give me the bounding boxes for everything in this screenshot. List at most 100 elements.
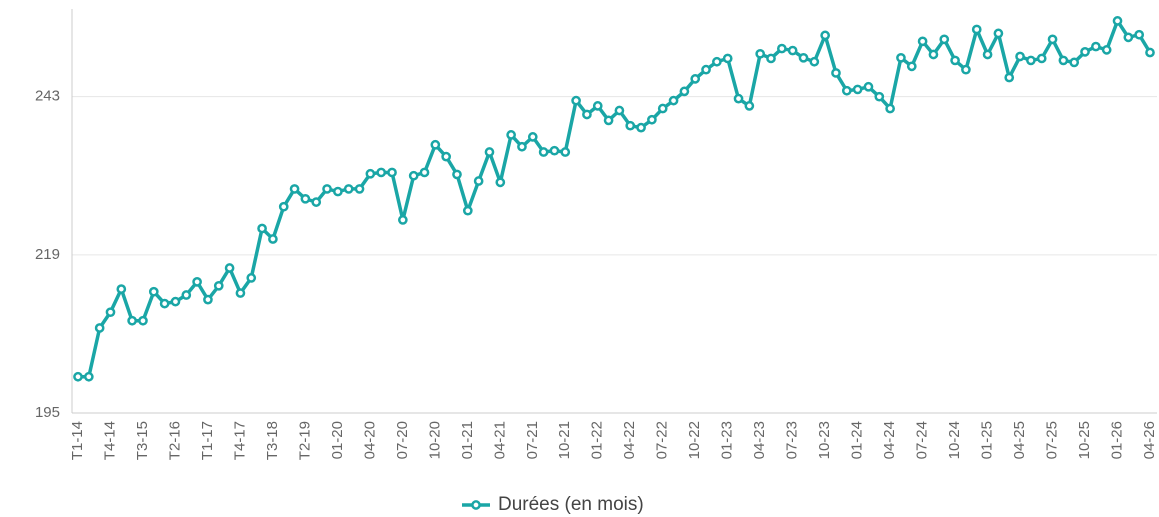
point [971, 24, 982, 35]
x-tick-label: T1-14 [69, 421, 86, 460]
point [939, 34, 950, 45]
point [517, 141, 527, 152]
point [744, 101, 755, 111]
point [148, 286, 159, 297]
x-tick-label: T2-16 [166, 421, 183, 460]
point [1091, 41, 1101, 52]
point [181, 290, 192, 300]
point [462, 205, 473, 216]
point [1058, 55, 1069, 66]
point [322, 184, 332, 194]
point [712, 56, 722, 67]
x-tick-label: 04-24 [881, 421, 898, 459]
point [722, 53, 733, 64]
x-tick-label: 01-22 [589, 421, 606, 459]
x-tick-label: 10-24 [946, 421, 963, 459]
point [376, 167, 387, 178]
point [192, 277, 202, 287]
point [235, 288, 246, 298]
x-tick-label: 04-21 [491, 421, 508, 459]
point [993, 28, 1004, 39]
point [1015, 51, 1025, 62]
point [614, 105, 625, 116]
point [419, 167, 430, 178]
point [1145, 47, 1155, 58]
x-tick-label: 04-20 [361, 421, 378, 459]
point [1134, 29, 1145, 40]
point [798, 52, 809, 63]
point [668, 95, 679, 106]
x-tick-label: T3-15 [134, 421, 151, 460]
point [982, 49, 993, 60]
y-tick-label: 219 [35, 246, 60, 263]
legend-label: Durées (en mois) [498, 494, 644, 515]
x-tick-label: 10-20 [426, 421, 443, 459]
point [625, 120, 636, 131]
point [116, 284, 127, 294]
point [809, 56, 820, 67]
point [484, 147, 495, 157]
x-tick-label: 07-21 [524, 421, 541, 459]
x-tick-label: T4-14 [101, 421, 118, 460]
x-tick-label: 04-26 [1141, 421, 1158, 459]
point [1004, 72, 1015, 83]
point [246, 273, 257, 283]
point [473, 176, 484, 186]
point [397, 215, 408, 225]
point [83, 371, 94, 382]
point [289, 184, 300, 194]
point [733, 93, 744, 104]
point [831, 68, 841, 78]
point [1026, 55, 1036, 66]
point [820, 30, 831, 41]
point [874, 91, 885, 102]
x-tick-label: T2-19 [296, 421, 313, 460]
point [495, 177, 506, 188]
x-tick-label: 04-22 [621, 421, 638, 459]
point [343, 184, 354, 194]
point [354, 184, 365, 194]
point [950, 55, 960, 66]
point [430, 139, 441, 150]
point [1080, 47, 1090, 57]
legend-marker [471, 500, 481, 510]
point [224, 263, 235, 273]
point [549, 145, 560, 156]
x-tick-label: 01-23 [719, 421, 736, 459]
point [917, 36, 928, 47]
point [679, 86, 690, 97]
point [928, 49, 939, 60]
point [592, 101, 603, 111]
line [78, 19, 1152, 379]
point [506, 130, 516, 140]
point [787, 45, 798, 56]
x-tick-label: T4-17 [231, 421, 248, 460]
point [1047, 34, 1058, 45]
point [387, 167, 397, 178]
point [885, 103, 895, 114]
point [657, 103, 668, 114]
point [170, 296, 181, 307]
x-tick-label: 01-21 [459, 421, 476, 459]
point [636, 122, 646, 133]
x-tick-label: 01-26 [1108, 421, 1125, 459]
point [278, 201, 289, 212]
point [560, 147, 571, 157]
point [300, 193, 311, 204]
y-tick-label: 195 [35, 404, 60, 421]
point [127, 315, 137, 326]
point [138, 315, 148, 326]
point [73, 371, 83, 382]
point [647, 114, 657, 125]
x-tick-label: 10-22 [686, 421, 703, 459]
point [690, 74, 701, 84]
x-tick-label: 01-20 [329, 421, 346, 459]
point [582, 109, 592, 120]
point [1036, 53, 1047, 64]
point [333, 186, 343, 197]
point [571, 95, 581, 106]
point [159, 298, 170, 309]
point [408, 170, 419, 181]
point [1123, 32, 1134, 43]
